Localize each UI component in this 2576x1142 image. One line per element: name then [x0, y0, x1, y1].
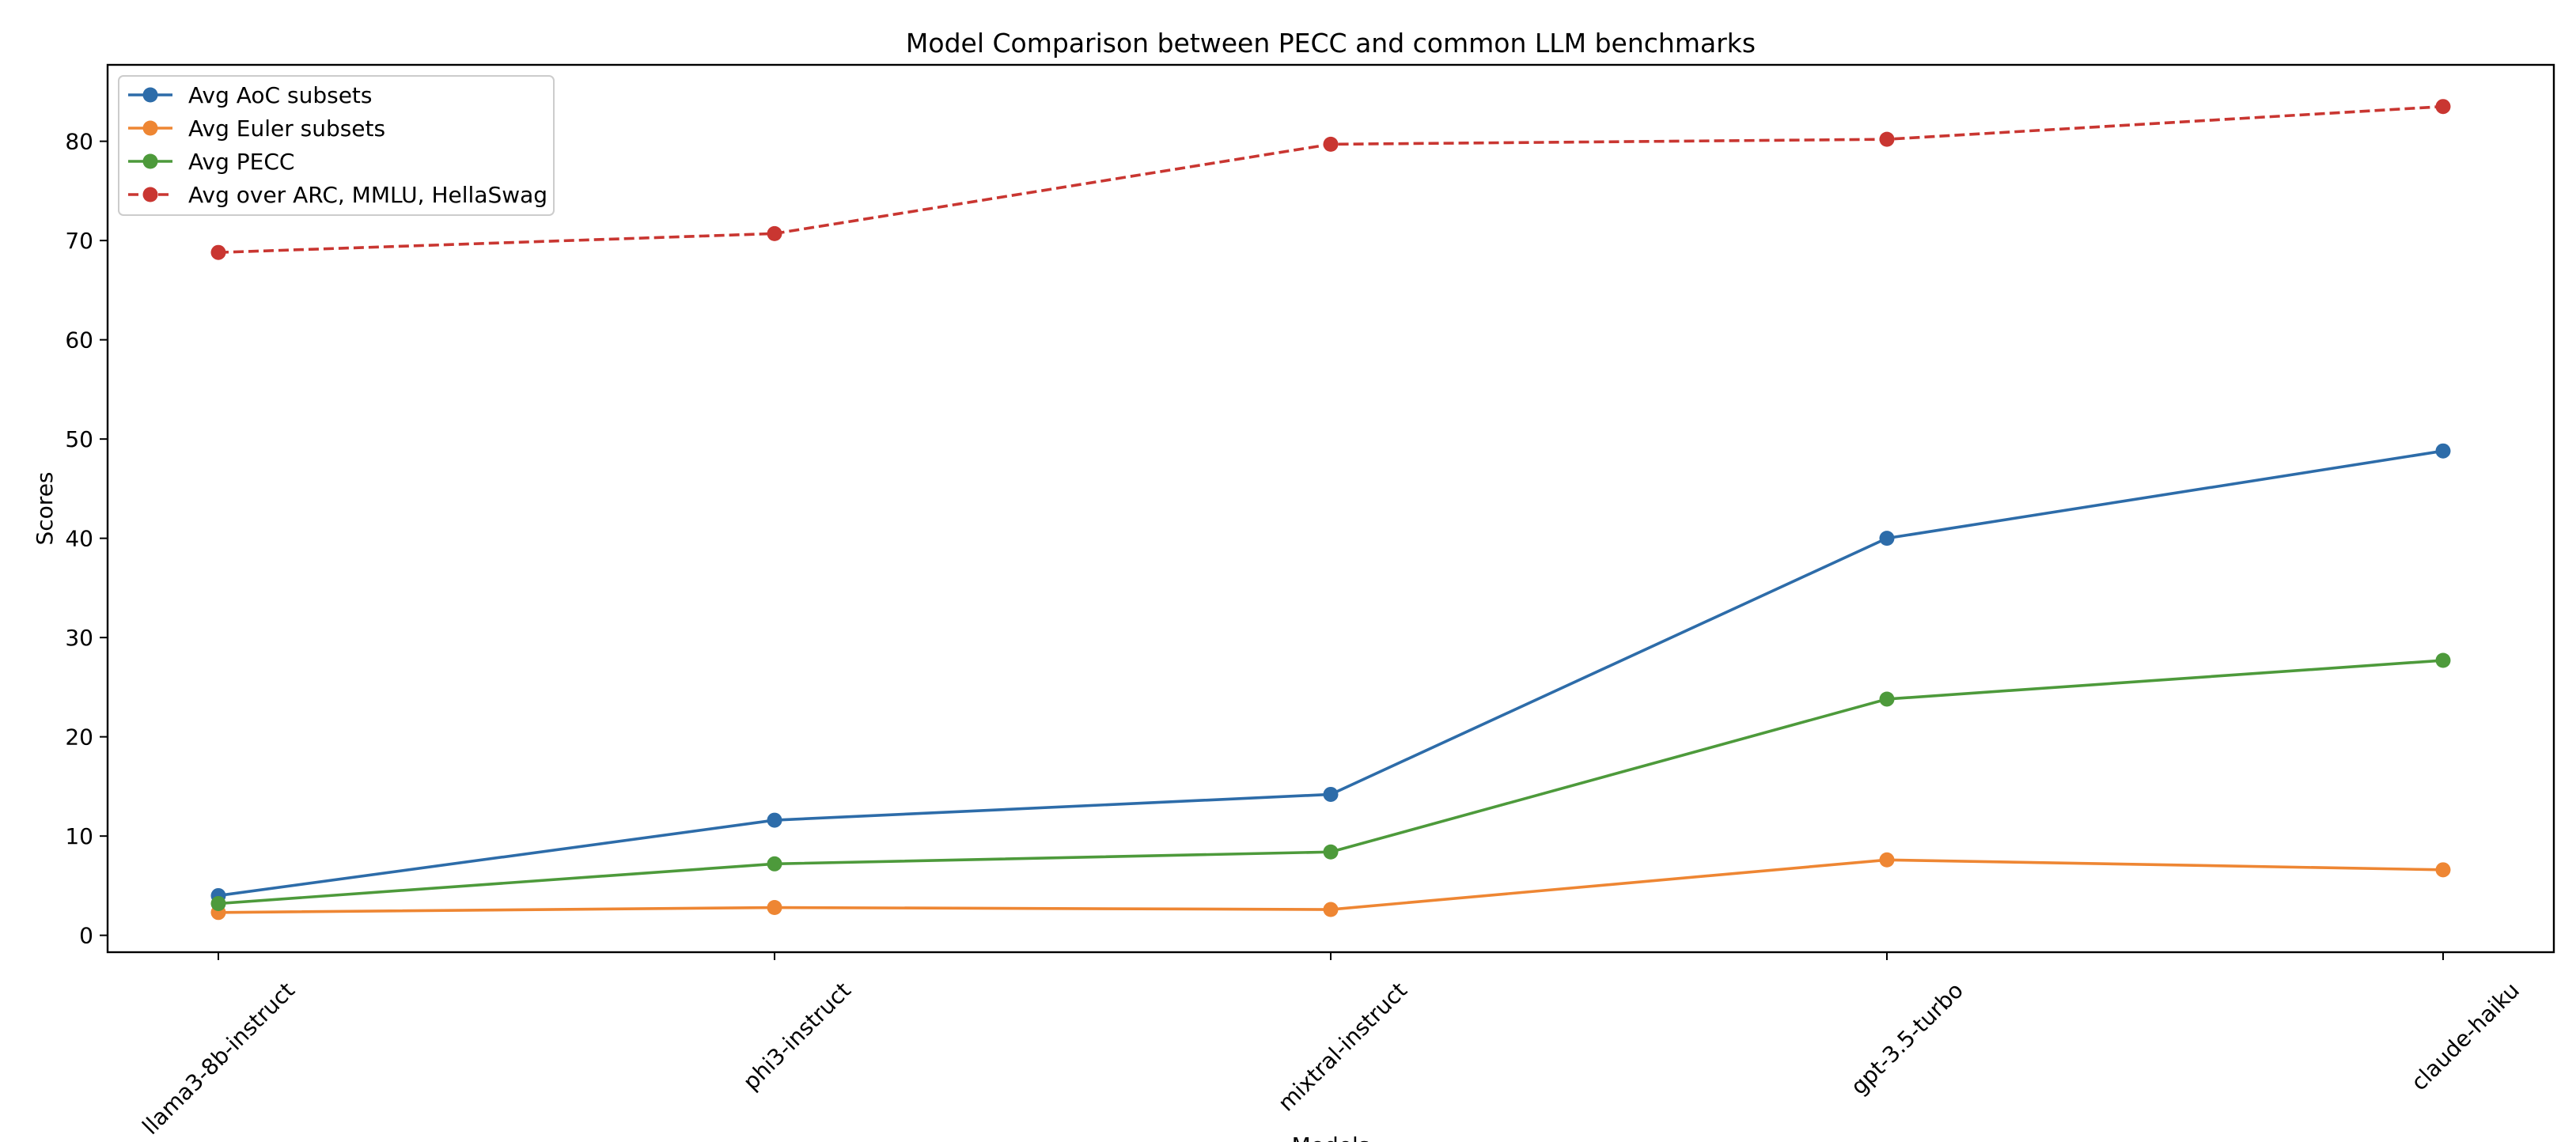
y-tick-label: 70	[65, 228, 93, 254]
plot-area-frame	[106, 63, 2555, 954]
y-tick-label: 0	[79, 923, 93, 949]
data-point	[1879, 131, 1895, 147]
legend-label: Avg PECC	[188, 149, 294, 175]
data-point	[210, 244, 226, 260]
data-point	[2435, 443, 2451, 459]
y-axis-ticks: 0 10 20 30 40 50 60 70 80	[65, 129, 108, 949]
legend-marker	[142, 87, 158, 103]
data-point	[210, 896, 226, 912]
series-group	[210, 99, 2451, 260]
data-point	[2435, 99, 2451, 115]
data-point	[1323, 902, 1339, 917]
legend-label: Avg Euler subsets	[188, 115, 385, 142]
data-point	[767, 856, 782, 872]
legend-label: Avg over ARC, MMLU, HellaSwag	[188, 182, 547, 208]
y-tick-label: 40	[65, 526, 93, 552]
data-point	[2435, 652, 2451, 668]
series-layer	[210, 99, 2451, 921]
y-axis-label: Scores	[32, 471, 58, 545]
data-point	[1323, 844, 1339, 860]
legend-marker	[142, 120, 158, 136]
data-point	[767, 900, 782, 916]
data-point	[1879, 691, 1895, 707]
data-point	[1323, 786, 1339, 802]
y-tick-label: 20	[65, 724, 93, 751]
data-point	[1323, 136, 1339, 152]
chart-title: Model Comparison between PECC and common…	[906, 28, 1756, 59]
y-tick-label: 30	[65, 625, 93, 651]
legend-box	[118, 75, 555, 216]
y-tick-label: 10	[65, 823, 93, 849]
data-point	[1879, 852, 1895, 868]
x-axis-label: Models	[1292, 1133, 1370, 1142]
series-group	[210, 852, 2451, 921]
legend: Avg AoC subsets Avg Euler subsets Avg PECC…	[118, 75, 555, 216]
legend-marker	[142, 153, 158, 169]
y-tick-label: 50	[65, 426, 93, 452]
y-tick-label: 80	[65, 129, 93, 155]
series-group	[210, 652, 2451, 912]
legend-label: Avg AoC subsets	[188, 82, 373, 108]
y-tick-label: 60	[65, 327, 93, 354]
data-point	[2435, 862, 2451, 878]
legend-marker	[142, 187, 158, 202]
data-point	[767, 812, 782, 828]
data-point	[1879, 531, 1895, 546]
data-point	[767, 225, 782, 241]
